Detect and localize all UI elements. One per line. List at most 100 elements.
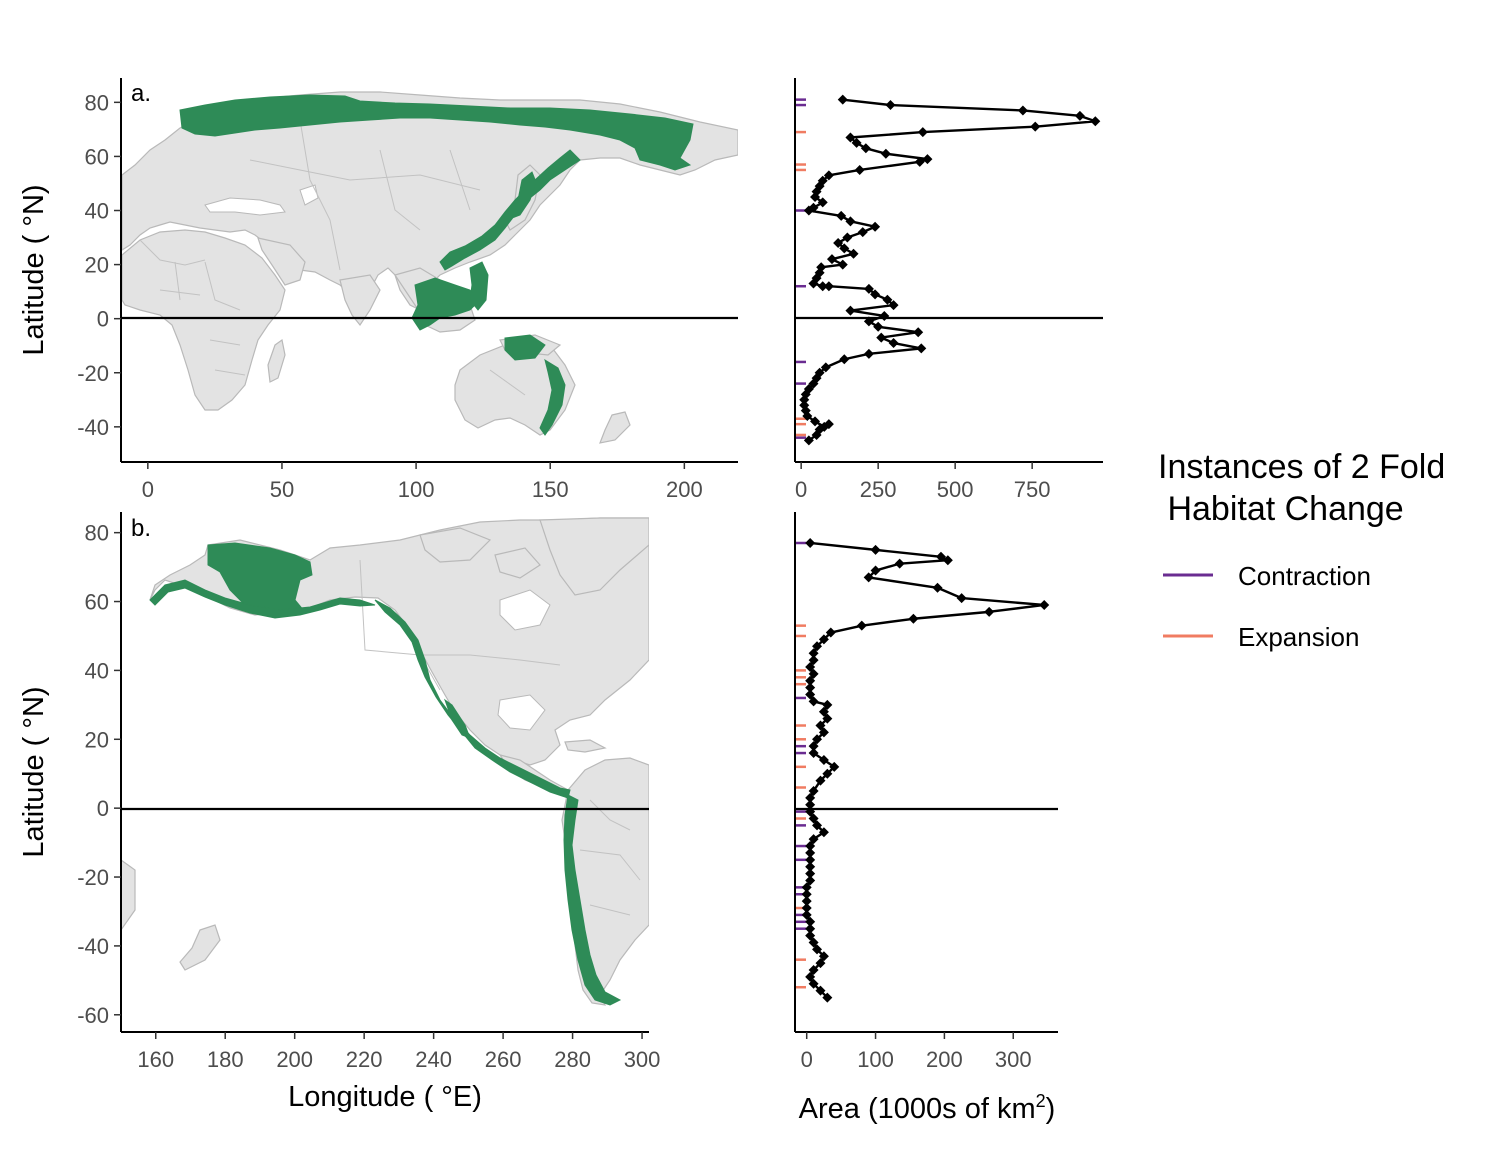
data-point bbox=[815, 720, 826, 731]
data-point bbox=[805, 799, 816, 810]
habitat-arctic-eurasia bbox=[179, 94, 694, 171]
data-point bbox=[805, 854, 816, 865]
data-point bbox=[810, 416, 821, 427]
legend-label-contraction: Contraction bbox=[1238, 561, 1371, 591]
data-point bbox=[799, 394, 810, 405]
x-axis-title-area: Area (1000s of km2) bbox=[799, 1091, 1056, 1125]
data-point bbox=[818, 754, 829, 765]
madagascar-landmass bbox=[267, 338, 286, 383]
habitat-pacific-coast-sa bbox=[563, 794, 622, 1006]
legend-label-expansion: Expansion bbox=[1238, 622, 1359, 652]
data-point bbox=[805, 675, 816, 686]
data-point bbox=[1017, 105, 1028, 116]
data-point bbox=[805, 916, 816, 927]
data-point bbox=[956, 593, 967, 604]
data-point bbox=[851, 137, 862, 148]
data-point bbox=[848, 248, 859, 259]
data-point bbox=[805, 682, 816, 693]
data-point bbox=[870, 544, 881, 555]
habitat-philippines bbox=[469, 261, 489, 311]
data-point bbox=[812, 820, 823, 831]
data-point bbox=[808, 696, 819, 707]
x-tick-label: 50 bbox=[270, 477, 294, 502]
data-point bbox=[870, 221, 881, 232]
habitat-pacific-coast-na bbox=[374, 599, 571, 799]
data-point bbox=[863, 316, 874, 327]
newzealand-landmass bbox=[599, 411, 631, 444]
arctic-islands-2 bbox=[494, 547, 541, 579]
data-point bbox=[805, 930, 816, 941]
y-tick-label: 40 bbox=[85, 658, 109, 683]
greenland-landmass bbox=[539, 517, 649, 596]
x-tick-label: 100 bbox=[398, 477, 435, 502]
data-point bbox=[808, 813, 819, 824]
eurasia-landmass bbox=[121, 91, 738, 311]
data-point bbox=[812, 734, 823, 745]
y-axis-title-a: Latitude ( °N) bbox=[18, 184, 50, 355]
data-point bbox=[822, 768, 833, 779]
data-point bbox=[917, 127, 928, 138]
y-axis-title-b: Latitude ( °N) bbox=[18, 686, 50, 857]
data-point bbox=[805, 841, 816, 852]
habitat-baja bbox=[444, 698, 471, 739]
data-point bbox=[876, 332, 887, 343]
data-point bbox=[863, 572, 874, 583]
y-tick-label: 60 bbox=[85, 144, 109, 169]
data-point bbox=[805, 792, 816, 803]
data-point bbox=[810, 191, 821, 202]
x-tick-label: 200 bbox=[666, 477, 703, 502]
x-tick-label: 750 bbox=[1014, 477, 1051, 502]
data-point bbox=[922, 154, 933, 165]
x-tick-label: 0 bbox=[795, 477, 807, 502]
data-point bbox=[820, 362, 831, 373]
habitat-alaska bbox=[207, 542, 313, 613]
habitat-east-australia bbox=[539, 358, 566, 436]
y-tick-label: -60 bbox=[77, 1003, 109, 1028]
data-point bbox=[801, 896, 812, 907]
data-point bbox=[942, 555, 953, 566]
data-point bbox=[823, 419, 834, 430]
y-tick-label: 60 bbox=[85, 590, 109, 615]
map-panel-b: -60 -40 -20 0 20 40 60 80 160 180 200 220 240 260 280… bbox=[18, 512, 660, 1113]
profile-panel-a: 0 250 500 750 bbox=[794, 78, 1103, 502]
x-tick-label: 220 bbox=[346, 1047, 383, 1072]
panel-tag-b: b. bbox=[131, 515, 151, 542]
data-point bbox=[839, 354, 850, 365]
panel-tag-a: a. bbox=[131, 80, 151, 107]
data-point bbox=[808, 834, 819, 845]
data-point bbox=[817, 281, 828, 292]
data-point bbox=[870, 565, 881, 576]
data-point bbox=[914, 156, 925, 167]
y-tick-label: 20 bbox=[85, 253, 109, 278]
y-tick-label: 0 bbox=[97, 307, 109, 332]
x-tick-label: 0 bbox=[142, 477, 154, 502]
data-point bbox=[833, 237, 844, 248]
data-point bbox=[805, 847, 816, 858]
data-point bbox=[836, 210, 847, 221]
data-point bbox=[802, 411, 813, 422]
data-point bbox=[803, 205, 814, 216]
data-point bbox=[805, 689, 816, 700]
data-point bbox=[808, 378, 819, 389]
newzealand-b bbox=[179, 924, 221, 971]
data-point bbox=[817, 197, 828, 208]
data-point bbox=[808, 668, 819, 679]
data-point bbox=[845, 132, 856, 143]
x-tick-label: 0 bbox=[801, 1047, 813, 1072]
data-point bbox=[805, 868, 816, 879]
data-point bbox=[815, 985, 826, 996]
data-point bbox=[1039, 599, 1050, 610]
data-point bbox=[888, 338, 899, 349]
data-point bbox=[882, 294, 893, 305]
data-point bbox=[808, 748, 819, 759]
data-point bbox=[808, 978, 819, 989]
map-panel-a: -40 -20 0 20 40 60 80 0 50 100 150 200 a. Latitude… bbox=[18, 78, 738, 502]
legend: Instances of 2 Fold Habitat Change Contr… bbox=[1158, 448, 1445, 652]
habitat-japan bbox=[511, 171, 537, 219]
data-point bbox=[826, 254, 837, 265]
x-tick-label: 240 bbox=[415, 1047, 452, 1072]
data-point bbox=[808, 655, 819, 666]
legend-title-line2: Habitat Change bbox=[1158, 490, 1404, 528]
data-point bbox=[818, 706, 829, 717]
